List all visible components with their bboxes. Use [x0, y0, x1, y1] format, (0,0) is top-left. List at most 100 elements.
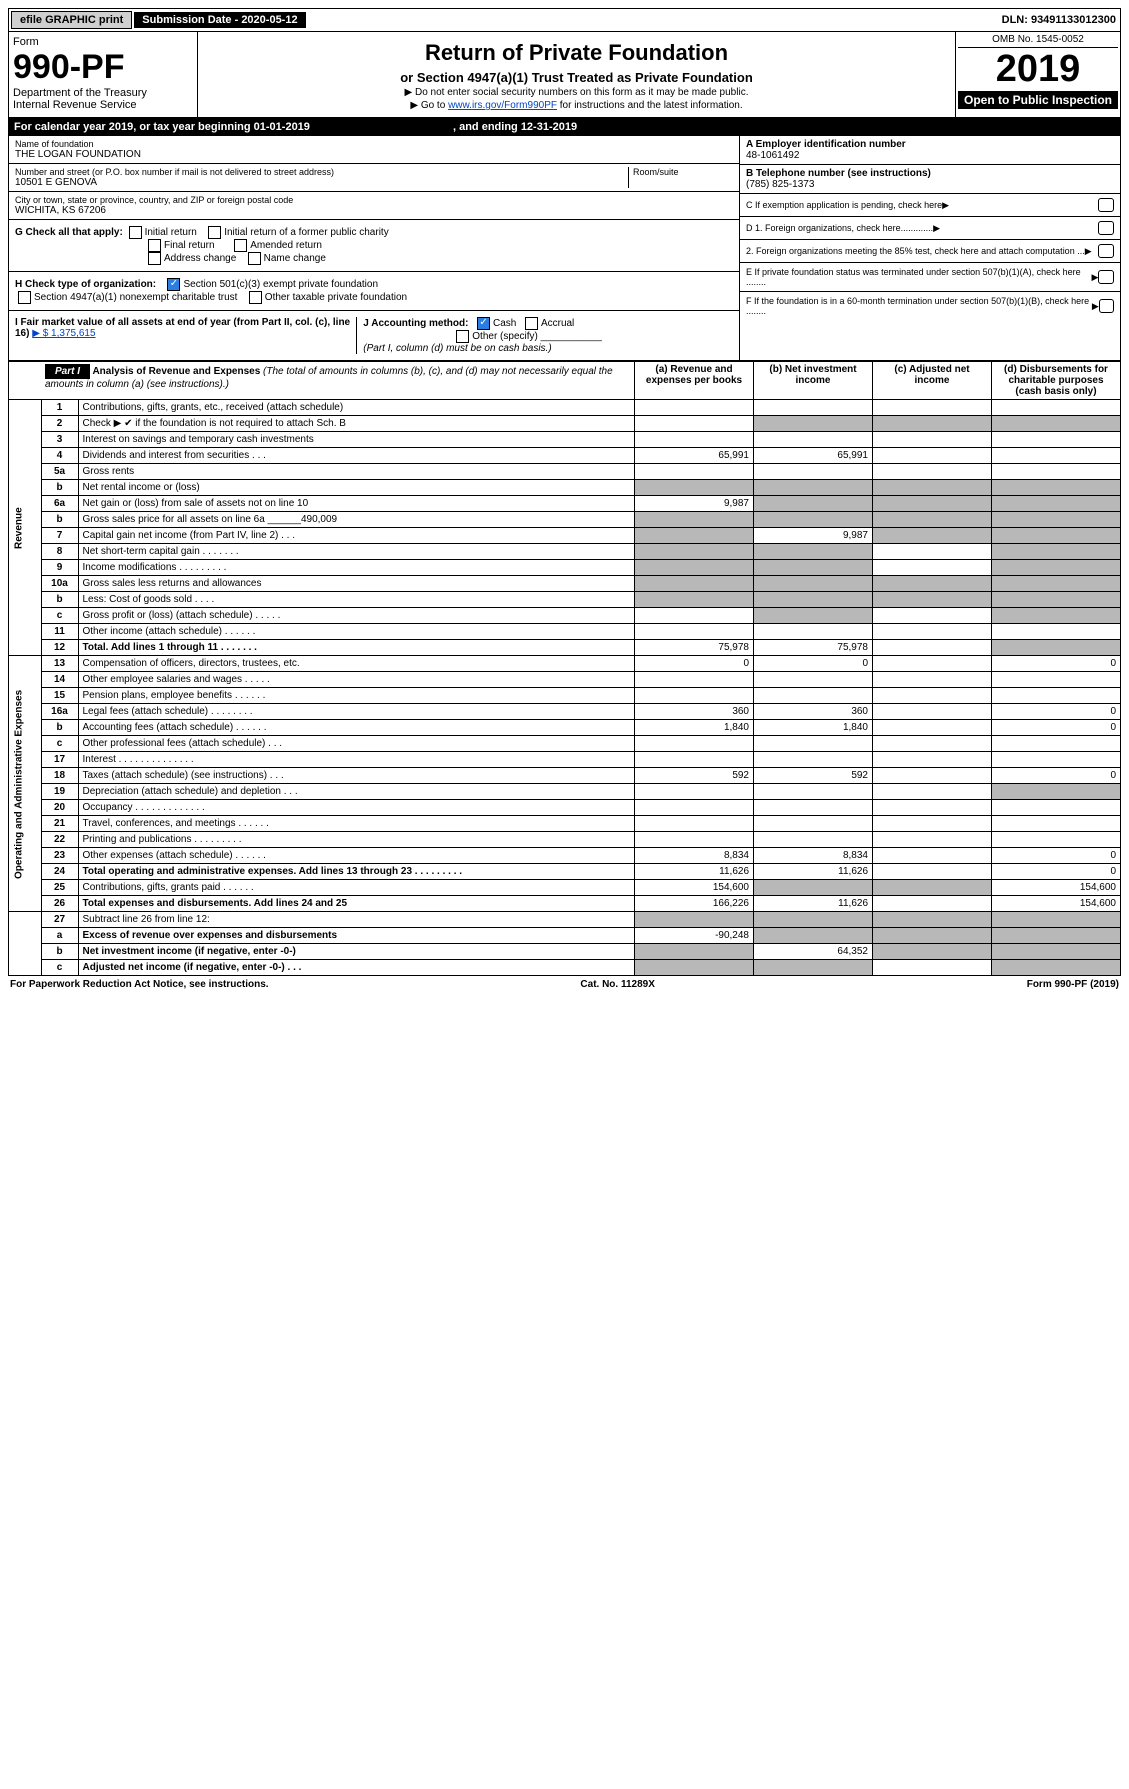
line-desc: Pension plans, employee benefits . . . .… [78, 688, 635, 704]
final-return-checkbox[interactable] [148, 239, 161, 252]
col-c-header: (c) Adjusted net income [873, 362, 992, 400]
cal-begin: For calendar year 2019, or tax year begi… [14, 121, 310, 133]
cal-end: , and ending 12-31-2019 [453, 121, 577, 133]
line-number: 2 [41, 416, 78, 432]
amount-cell [754, 960, 873, 976]
s501-checkbox[interactable] [167, 278, 180, 291]
amount-cell: -90,248 [635, 928, 754, 944]
amount-cell [635, 464, 754, 480]
other-method-checkbox[interactable] [456, 330, 469, 343]
line-number: c [41, 736, 78, 752]
table-row: 18Taxes (attach schedule) (see instructi… [9, 768, 1121, 784]
amount-cell [992, 512, 1121, 528]
amount-cell [754, 592, 873, 608]
irs-link[interactable]: www.irs.gov/Form990PF [448, 100, 557, 111]
line-number: 6a [41, 496, 78, 512]
amount-cell [754, 832, 873, 848]
efile-button[interactable]: efile GRAPHIC print [11, 11, 132, 29]
amount-cell: 11,626 [754, 864, 873, 880]
cash-checkbox[interactable] [477, 317, 490, 330]
amount-cell [754, 416, 873, 432]
d1-label: D 1. Foreign organizations, check here..… [746, 223, 933, 233]
amount-cell: 0 [635, 656, 754, 672]
amount-cell [754, 432, 873, 448]
d2-checkbox[interactable] [1098, 244, 1114, 258]
amount-cell [873, 720, 992, 736]
s4947-checkbox[interactable] [18, 291, 31, 304]
final-return-label: Final return [164, 240, 215, 251]
line-number: 7 [41, 528, 78, 544]
calendar-year-row: For calendar year 2019, or tax year begi… [8, 118, 1121, 136]
col-a-header: (a) Revenue and expenses per books [635, 362, 754, 400]
amount-cell [635, 960, 754, 976]
f-checkbox[interactable] [1099, 299, 1114, 313]
addr-change-checkbox[interactable] [148, 252, 161, 265]
d1-checkbox[interactable] [1098, 221, 1114, 235]
table-row: 2Check ▶ ✔ if the foundation is not requ… [9, 416, 1121, 432]
amount-cell [992, 576, 1121, 592]
phone-label: B Telephone number (see instructions) [746, 168, 931, 179]
other-pf-checkbox[interactable] [249, 291, 262, 304]
amount-cell [635, 944, 754, 960]
cash-label: Cash [493, 318, 516, 329]
initial-former-checkbox[interactable] [208, 226, 221, 239]
amount-cell [754, 816, 873, 832]
line-number: 8 [41, 544, 78, 560]
line-desc: Total expenses and disbursements. Add li… [78, 896, 635, 912]
line-desc: Travel, conferences, and meetings . . . … [78, 816, 635, 832]
amount-cell [754, 736, 873, 752]
amount-cell [992, 544, 1121, 560]
amount-cell [635, 544, 754, 560]
line-number: 26 [41, 896, 78, 912]
c-label: C If exemption application is pending, c… [746, 200, 942, 210]
table-row: 6aNet gain or (loss) from sale of assets… [9, 496, 1121, 512]
section-ij: I Fair market value of all assets at end… [9, 311, 739, 360]
amount-cell [873, 400, 992, 416]
amount-cell [873, 896, 992, 912]
amount-cell [635, 752, 754, 768]
d2-label: 2. Foreign organizations meeting the 85%… [746, 246, 1085, 256]
line-desc: Net investment income (if negative, ente… [78, 944, 635, 960]
line-desc: Other expenses (attach schedule) . . . .… [78, 848, 635, 864]
table-row: 5aGross rents [9, 464, 1121, 480]
line-desc: Occupancy . . . . . . . . . . . . . [78, 800, 635, 816]
line-desc: Check ▶ ✔ if the foundation is not requi… [78, 416, 635, 432]
amount-cell [754, 672, 873, 688]
amount-cell [754, 496, 873, 512]
paperwork-notice: For Paperwork Reduction Act Notice, see … [10, 979, 269, 990]
amount-cell: 65,991 [635, 448, 754, 464]
table-row: 24Total operating and administrative exp… [9, 864, 1121, 880]
amount-cell [635, 576, 754, 592]
amount-cell [635, 672, 754, 688]
amount-cell: 0 [992, 704, 1121, 720]
name-change-checkbox[interactable] [248, 252, 261, 265]
amount-cell [873, 864, 992, 880]
amount-cell [873, 416, 992, 432]
section-label: Revenue [9, 400, 42, 656]
dln: DLN: 93491133012300 [1002, 14, 1120, 26]
amount-cell [873, 704, 992, 720]
amount-cell [992, 912, 1121, 928]
amount-cell [992, 832, 1121, 848]
line-number: b [41, 512, 78, 528]
amount-cell [873, 432, 992, 448]
initial-return-checkbox[interactable] [129, 226, 142, 239]
amended-checkbox[interactable] [234, 239, 247, 252]
name-change-label: Name change [264, 253, 326, 264]
c-checkbox[interactable] [1098, 198, 1114, 212]
accrual-checkbox[interactable] [525, 317, 538, 330]
amount-cell [873, 512, 992, 528]
e-checkbox[interactable] [1098, 270, 1114, 284]
amount-cell [873, 752, 992, 768]
fmv-amount[interactable]: ▶ $ 1,375,615 [32, 328, 95, 339]
amount-cell [873, 832, 992, 848]
amount-cell: 360 [635, 704, 754, 720]
amount-cell [635, 416, 754, 432]
table-row: 17Interest . . . . . . . . . . . . . . [9, 752, 1121, 768]
j-note: (Part I, column (d) must be on cash basi… [363, 343, 551, 354]
amount-cell: 154,600 [635, 880, 754, 896]
table-row: cAdjusted net income (if negative, enter… [9, 960, 1121, 976]
amount-cell: 75,978 [635, 640, 754, 656]
amount-cell [992, 672, 1121, 688]
amount-cell [873, 688, 992, 704]
